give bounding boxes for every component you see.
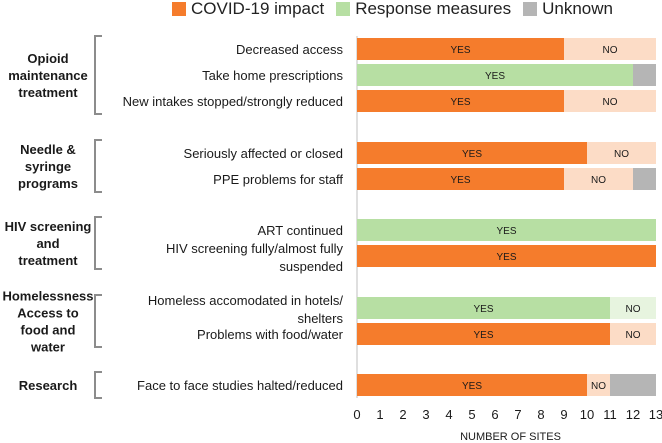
bar-no-label: NO <box>603 97 618 108</box>
row-label: ART continued <box>257 223 343 238</box>
bar-yes <box>357 219 656 241</box>
x-tick-label: 13 <box>649 407 662 422</box>
legend-swatch-response <box>336 2 351 16</box>
x-tick-label: 9 <box>560 407 567 422</box>
x-tick-label: 6 <box>491 407 498 422</box>
group-label: maintenance <box>8 68 87 83</box>
bar-no <box>610 297 656 319</box>
group-label: Needle & <box>20 142 76 157</box>
group-label: treatment <box>18 253 78 268</box>
bar-yes <box>357 323 610 345</box>
bar-unknown <box>633 64 656 86</box>
row-label: Seriously affected or closed <box>184 146 343 161</box>
legend-swatch-unknown <box>523 2 538 16</box>
group-label: syringe <box>25 159 71 174</box>
bar-yes-label: YES <box>496 226 516 237</box>
row-label: Face to face studies halted/reduced <box>137 378 343 393</box>
bar-no <box>564 38 656 60</box>
x-tick-label: 12 <box>626 407 640 422</box>
bar-yes <box>357 142 587 164</box>
bar-yes-label: YES <box>473 330 493 341</box>
row-label: shelters <box>297 311 343 326</box>
bar-yes <box>357 38 564 60</box>
x-tick-label: 7 <box>514 407 521 422</box>
group-bracket <box>94 294 102 348</box>
legend-swatch-impact <box>172 2 186 16</box>
bar-no-label: NO <box>614 149 629 160</box>
group-label: food and <box>21 323 76 338</box>
group-bracket <box>94 371 102 399</box>
bar-no-label: NO <box>591 175 606 186</box>
x-tick-label: 2 <box>399 407 406 422</box>
row-label: suspended <box>279 259 343 274</box>
row-label: Problems with food/water <box>197 327 344 342</box>
bar-unknown <box>610 374 656 396</box>
bar-yes-label: YES <box>473 304 493 315</box>
row-label: HIV screening fully/almost fully <box>166 241 344 256</box>
x-tick-label: 3 <box>422 407 429 422</box>
row-label: PPE problems for staff <box>213 172 343 187</box>
group-label: HIV screening <box>5 219 92 234</box>
group-bracket <box>94 216 102 270</box>
legend: COVID-19 impact Response measures Unknown <box>172 0 625 20</box>
x-tick-label: 8 <box>537 407 544 422</box>
legend-label-response: Response measures <box>355 0 512 18</box>
row-label: Take home prescriptions <box>202 68 343 83</box>
bar-yes-label: YES <box>485 71 505 82</box>
group-label: water <box>30 340 65 355</box>
group-label: Opioid <box>27 51 68 66</box>
bar-yes-label: YES <box>450 175 470 186</box>
bar-no-label: NO <box>626 304 641 315</box>
bar-no <box>564 168 633 190</box>
group-label: Research <box>19 378 78 393</box>
legend-item-unknown: Unknown <box>523 0 613 19</box>
bar-unknown <box>633 168 656 190</box>
x-tick-label: 10 <box>580 407 594 422</box>
bar-yes-label: YES <box>496 252 516 263</box>
bar-yes <box>357 90 564 112</box>
row-label: New intakes stopped/strongly reduced <box>123 94 343 109</box>
bar-yes <box>357 297 610 319</box>
row-label: Decreased access <box>236 42 343 57</box>
bar-no-label: NO <box>603 45 618 56</box>
bar-yes <box>357 64 633 86</box>
x-tick-label: 1 <box>376 407 383 422</box>
group-bracket <box>94 139 102 193</box>
bar-no-label: NO <box>626 330 641 341</box>
x-axis-label: NUMBER OF SITES <box>460 431 561 443</box>
legend-item-response: Response measures <box>336 0 511 19</box>
legend-item-impact: COVID-19 impact <box>172 0 324 19</box>
bar-yes <box>357 245 656 267</box>
bar-yes <box>357 374 587 396</box>
bar-yes-label: YES <box>462 149 482 160</box>
x-tick-label: 5 <box>468 407 475 422</box>
legend-label-unknown: Unknown <box>542 0 613 18</box>
bar-no <box>564 90 656 112</box>
bar-no-label: NO <box>591 381 606 392</box>
x-tick-label: 11 <box>603 407 617 422</box>
bar-no <box>587 142 656 164</box>
legend-label-impact: COVID-19 impact <box>191 0 325 18</box>
group-label: Homelessness <box>2 289 93 304</box>
group-bracket <box>94 35 102 115</box>
bar-yes-label: YES <box>450 97 470 108</box>
x-tick-label: 4 <box>445 407 452 422</box>
row-label: Homeless accomodated in hotels/ <box>148 293 343 308</box>
group-label: programs <box>18 176 78 191</box>
x-tick-label: 0 <box>353 407 360 422</box>
group-label: and <box>36 236 59 251</box>
group-label: Access to <box>17 306 78 321</box>
bar-yes <box>357 168 564 190</box>
bar-yes-label: YES <box>450 45 470 56</box>
bar-yes-label: YES <box>462 381 482 392</box>
bar-no <box>587 374 610 396</box>
group-label: treatment <box>18 85 78 100</box>
bar-no <box>610 323 656 345</box>
